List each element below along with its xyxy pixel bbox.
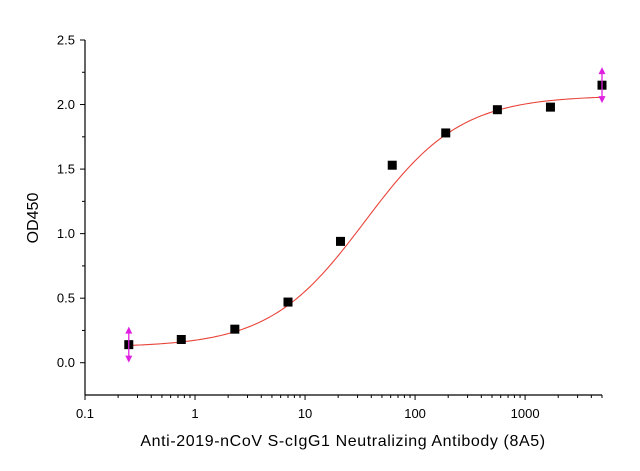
double-arrow-annotation — [598, 67, 606, 104]
data-point — [441, 128, 451, 138]
data-point — [283, 297, 293, 307]
x-tick-label: 0.1 — [76, 406, 94, 421]
ticks: 0.0 0.5 1.0 1.5 2.0 2.5 0.1 1 10 100 1000 — [57, 33, 603, 421]
y-tick-label: 1.0 — [57, 226, 75, 241]
y-tick-label: 2.5 — [57, 33, 75, 48]
y-axis-label: OD450 — [25, 193, 42, 244]
data-point — [230, 324, 240, 334]
y-tick-label: 1.5 — [57, 162, 75, 177]
y-tick-label: 0.5 — [57, 291, 75, 306]
x-tick-label: 100 — [404, 406, 426, 421]
y-tick-label: 0.0 — [57, 355, 75, 370]
x-axis-label: Anti-2019-nCoV S-cIgG1 Neutralizing Anti… — [140, 433, 545, 450]
annotations-layer — [125, 67, 606, 363]
data-point — [545, 102, 555, 112]
x-tick-label: 1 — [191, 406, 198, 421]
fit-curve — [128, 96, 603, 346]
double-arrow-annotation — [125, 326, 133, 363]
x-tick-label: 10 — [298, 406, 312, 421]
data-point — [176, 334, 186, 344]
data-point — [387, 160, 397, 170]
y-tick-label: 2.0 — [57, 97, 75, 112]
markers-layer — [124, 80, 607, 350]
data-point — [492, 105, 502, 115]
x-tick-label: 1000 — [511, 406, 540, 421]
axes — [84, 40, 602, 396]
fit-curve-layer — [128, 96, 603, 346]
data-point — [336, 236, 346, 246]
